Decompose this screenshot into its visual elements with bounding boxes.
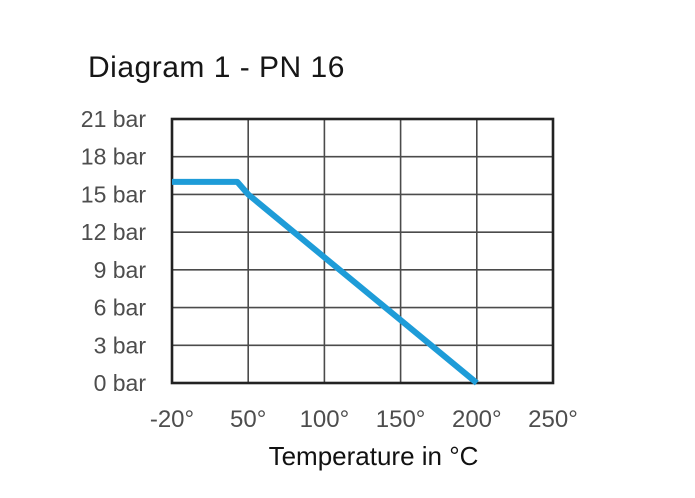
- x-tick-label: 150°: [376, 406, 426, 433]
- y-tick-label: 0 bar: [94, 370, 147, 396]
- x-tick-label: -20°: [150, 406, 194, 433]
- y-tick-label: 12 bar: [81, 219, 147, 245]
- x-axis-title: Temperature in °C: [268, 441, 479, 471]
- y-tick-label: 9 bar: [94, 257, 147, 283]
- y-tick-label: 15 bar: [81, 181, 147, 207]
- y-tick-label: 18 bar: [81, 144, 147, 170]
- x-tick-label: 50°: [230, 406, 266, 433]
- y-tick-label: 21 bar: [81, 106, 147, 132]
- x-tick-label: 250°: [528, 406, 578, 433]
- y-tick-label: 6 bar: [94, 295, 147, 321]
- chart-title: Diagram 1 - PN 16: [88, 51, 345, 84]
- x-tick-label: 200°: [452, 406, 502, 433]
- y-tick-label: 3 bar: [94, 332, 147, 358]
- x-tick-label: 100°: [300, 406, 350, 433]
- plot-border: [170, 117, 555, 385]
- pressure-rating-line: [172, 178, 479, 386]
